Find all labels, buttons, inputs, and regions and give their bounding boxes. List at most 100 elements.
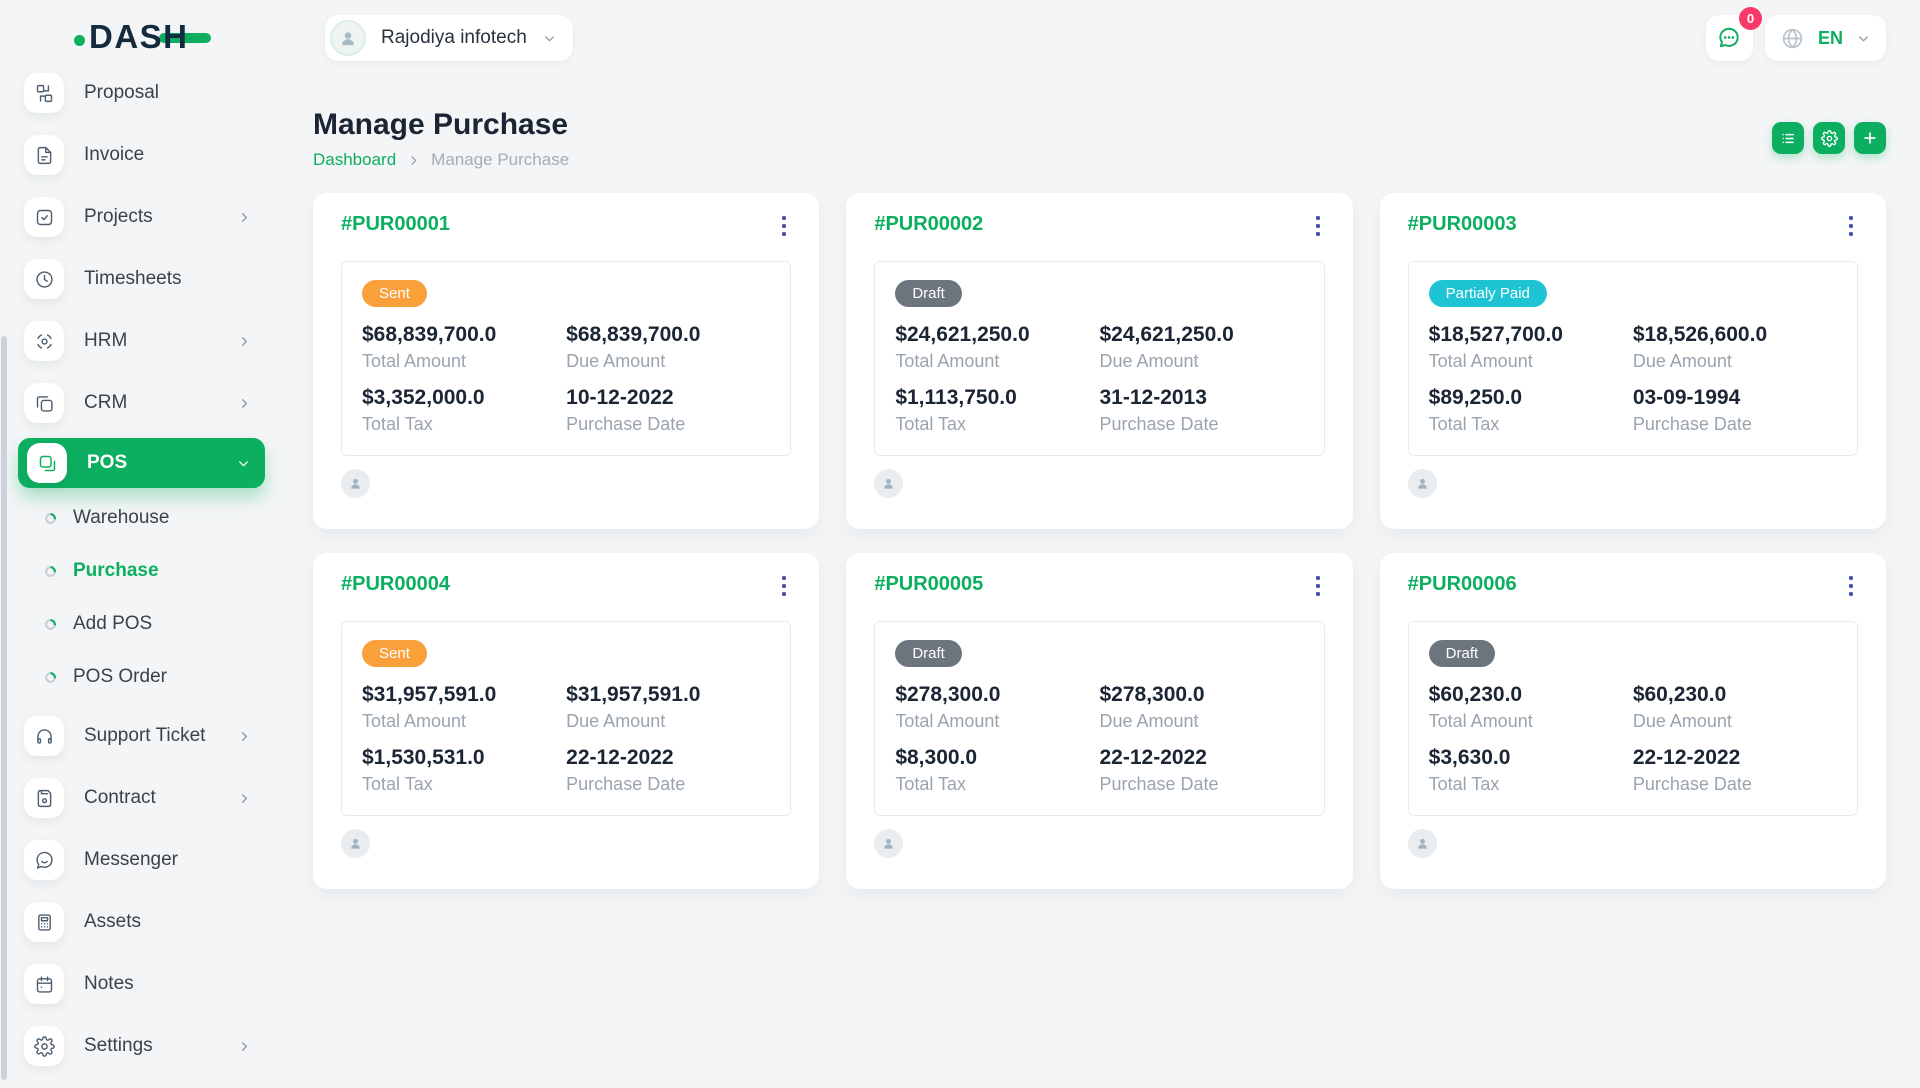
chevron-right-icon xyxy=(237,791,252,806)
purchase-date-label: Purchase Date xyxy=(566,774,686,794)
sidebar-item-assets[interactable]: Assets xyxy=(18,902,258,942)
vendor-avatar[interactable] xyxy=(1407,829,1437,858)
sidebar-item-hrm[interactable]: HRM xyxy=(18,321,258,361)
sidebar-item-projects[interactable]: Projects xyxy=(18,197,258,237)
purchase-card: #PUR00005 Draft $278,300.0 Total Amount $… xyxy=(846,553,1353,889)
logo-dot-icon xyxy=(74,34,85,46)
sidebar-item-notes[interactable]: Notes xyxy=(18,964,258,1004)
due-amount-value: $68,839,700.0 xyxy=(566,323,701,346)
language-selector[interactable]: EN xyxy=(1764,15,1886,61)
status-badge: Draft xyxy=(1428,640,1496,667)
purchase-cards-grid: #PUR00001 Sent $68,839,700.0 Total Amount… xyxy=(313,193,1886,889)
sidebar-item-invoice[interactable]: Invoice xyxy=(18,135,258,175)
messages-button[interactable]: 0 xyxy=(1705,7,1762,61)
purchase-id-link[interactable]: #PUR00006 xyxy=(1407,573,1517,595)
proposal-icon xyxy=(24,73,64,113)
sidebar-subitem-add-pos[interactable]: Add POS xyxy=(18,610,270,638)
total-amount-value: $18,527,700.0 xyxy=(1428,323,1563,346)
sidebar-item-timesheets[interactable]: Timesheets xyxy=(18,259,258,299)
total-tax-label: Total Tax xyxy=(362,414,433,434)
pos-icon xyxy=(27,443,67,483)
chevron-right-icon xyxy=(237,729,252,744)
purchase-date-label: Purchase Date xyxy=(1632,774,1752,794)
headphones-icon xyxy=(24,716,64,756)
due-amount-label: Due Amount xyxy=(1632,711,1732,731)
purchase-id-link[interactable]: #PUR00005 xyxy=(874,573,984,595)
chevron-down-icon xyxy=(542,31,557,46)
purchase-id-link[interactable]: #PUR00001 xyxy=(341,213,450,235)
add-purchase-button[interactable] xyxy=(1854,122,1886,154)
purchase-summary-box: Draft $278,300.0 Total Amount $278,300.0 D… xyxy=(874,621,1325,816)
card-menu-button[interactable] xyxy=(1844,213,1858,239)
purchase-date-value: 10-12-2022 xyxy=(566,386,674,409)
purchase-card: #PUR00003 Partialy Paid $18,527,700.0 Tot… xyxy=(1379,193,1886,529)
logo-dash-icon xyxy=(158,33,211,43)
card-menu-button[interactable] xyxy=(1311,213,1325,239)
brand-name: DASH xyxy=(89,18,189,55)
sidebar-subitem-warehouse[interactable]: Warehouse xyxy=(18,504,270,532)
due-amount-value: $24,621,250.0 xyxy=(1099,323,1234,346)
crm-icon xyxy=(24,383,64,423)
total-tax-value: $89,250.0 xyxy=(1428,386,1523,409)
sidebar-subitem-purchase[interactable]: Purchase xyxy=(18,557,270,585)
card-menu-button[interactable] xyxy=(777,573,791,599)
bullet-ring-icon xyxy=(45,618,56,630)
card-menu-button[interactable] xyxy=(1844,573,1858,599)
sidebar-subitem-label: Purchase xyxy=(73,560,159,581)
sidebar-item-label: HRM xyxy=(84,330,128,351)
sidebar-item-settings[interactable]: Settings xyxy=(18,1026,258,1066)
settings-button[interactable] xyxy=(1813,122,1845,154)
total-amount-value: $60,230.0 xyxy=(1428,683,1523,706)
sidebar-nav: Proposal Invoice Projects Timesheets xyxy=(18,73,270,1088)
sidebar-item-proposal[interactable]: Proposal xyxy=(18,73,258,113)
purchase-id-link[interactable]: #PUR00002 xyxy=(874,213,984,235)
sidebar-scrollbar[interactable] xyxy=(1,336,7,1080)
chat-bubble-icon xyxy=(1716,25,1742,51)
messages-count-badge: 0 xyxy=(1738,7,1762,30)
card-menu-button[interactable] xyxy=(777,213,791,239)
topbar: Rajodiya infotech 0 EN xyxy=(313,7,1886,61)
globe-icon xyxy=(1780,26,1805,51)
vendor-avatar[interactable] xyxy=(874,829,904,858)
chevron-right-icon xyxy=(237,396,252,411)
sidebar-subitem-pos-order[interactable]: POS Order xyxy=(18,663,270,691)
purchase-card: #PUR00004 Sent $31,957,591.0 Total Amount… xyxy=(313,553,820,889)
brand-logo[interactable]: DASH xyxy=(74,18,211,56)
sidebar-item-pos[interactable]: POS xyxy=(18,438,265,488)
purchase-id-link[interactable]: #PUR00004 xyxy=(341,573,450,595)
sidebar-item-crm[interactable]: CRM xyxy=(18,383,258,423)
purchase-date-value: 31-12-2013 xyxy=(1099,386,1207,409)
sidebar-item-support-ticket[interactable]: Support Ticket xyxy=(18,716,258,756)
person-icon xyxy=(351,838,360,849)
total-tax-label: Total Tax xyxy=(1428,414,1500,434)
vendor-avatar[interactable] xyxy=(341,829,370,858)
purchase-summary-box: Draft $24,621,250.0 Total Amount $24,621,… xyxy=(874,261,1325,456)
card-menu-button[interactable] xyxy=(1311,573,1325,599)
sidebar-item-messenger[interactable]: Messenger xyxy=(18,840,258,880)
purchase-date-label: Purchase Date xyxy=(1099,414,1219,434)
messenger-icon xyxy=(24,840,64,880)
sidebar-item-contract[interactable]: Contract xyxy=(18,778,258,818)
breadcrumb-dashboard-link[interactable]: Dashboard xyxy=(313,150,397,169)
total-tax-value: $1,530,531.0 xyxy=(362,746,485,769)
purchase-date-label: Purchase Date xyxy=(1632,414,1752,434)
sidebar-item-label: Assets xyxy=(84,911,142,932)
vendor-avatar[interactable] xyxy=(341,469,370,498)
chevron-right-icon xyxy=(237,210,252,225)
topbar-right: 0 EN xyxy=(1705,7,1886,61)
vendor-avatar[interactable] xyxy=(874,469,904,498)
list-icon xyxy=(1781,133,1794,143)
due-amount-label: Due Amount xyxy=(1099,711,1199,731)
contract-icon xyxy=(24,778,64,818)
chevron-right-icon xyxy=(237,334,252,349)
gear-icon xyxy=(24,1026,64,1066)
purchase-summary-box: Partialy Paid $18,527,700.0 Total Amount … xyxy=(1407,261,1858,456)
workspace-switcher[interactable]: Rajodiya infotech xyxy=(325,15,573,61)
sidebar-item-label: Notes xyxy=(84,973,134,994)
hrm-icon xyxy=(24,321,64,361)
purchase-id-link[interactable]: #PUR00003 xyxy=(1407,213,1517,235)
person-icon xyxy=(884,838,894,849)
total-tax-label: Total Tax xyxy=(362,774,433,794)
vendor-avatar[interactable] xyxy=(1407,469,1437,498)
list-view-button[interactable] xyxy=(1772,122,1804,154)
